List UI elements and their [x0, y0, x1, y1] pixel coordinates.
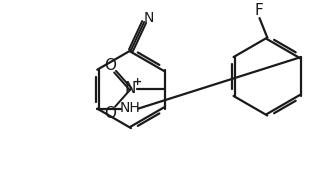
Text: O: O	[104, 106, 116, 121]
Text: +: +	[133, 77, 142, 87]
Text: N: N	[125, 81, 136, 96]
Text: N: N	[144, 11, 154, 25]
Text: −: −	[97, 104, 108, 117]
Text: F: F	[254, 3, 263, 18]
Text: O: O	[104, 58, 116, 73]
Text: NH: NH	[120, 101, 141, 115]
